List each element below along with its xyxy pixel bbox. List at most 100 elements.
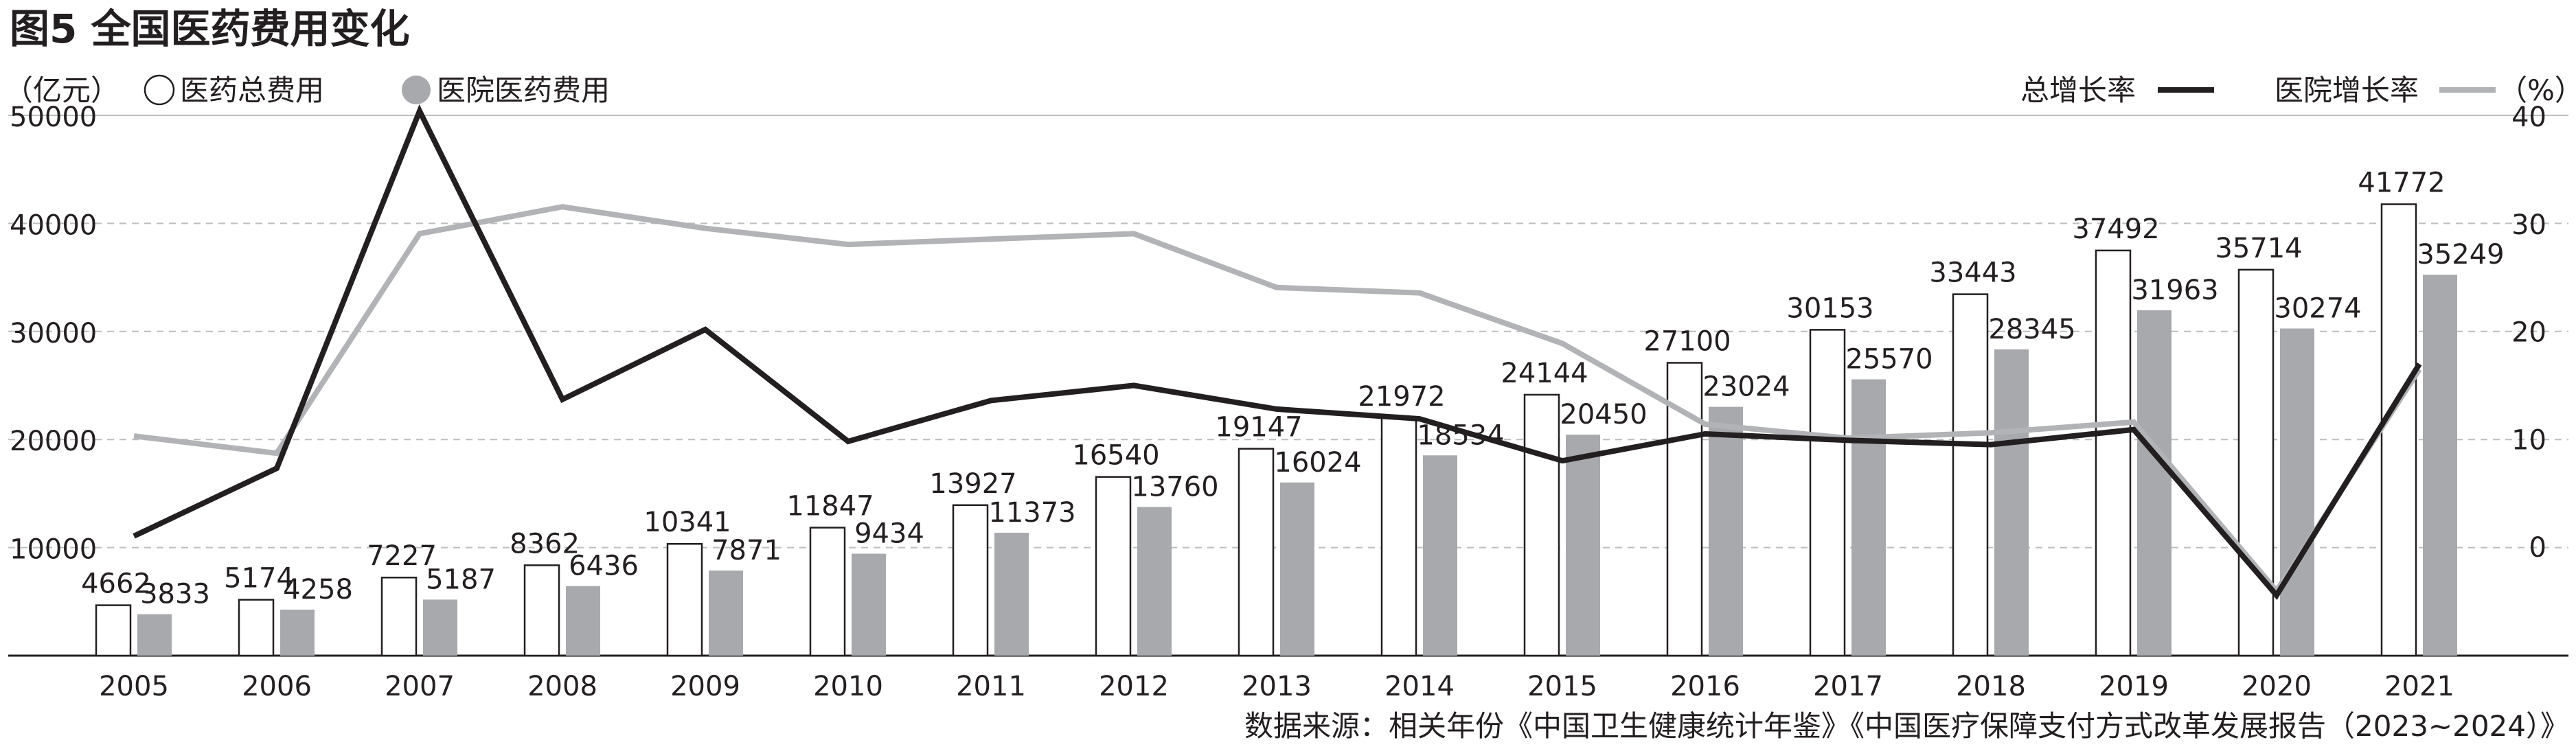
- data-label-hospital-cost: 4258: [283, 574, 353, 606]
- bar-total-cost: [809, 527, 846, 657]
- bar-total-cost: [95, 604, 132, 657]
- bar-hospital-cost: [2137, 310, 2172, 656]
- bar-total-cost: [1380, 417, 1417, 657]
- y-left-tick-label: 30000: [10, 318, 97, 349]
- data-label-total-cost: 11847: [786, 491, 874, 522]
- data-label-hospital-cost: 6436: [569, 551, 639, 582]
- source-note: 数据来源：相关年份《中国卫生健康统计年鉴》《中国医疗保障支付方式改革发展报告（2…: [1244, 709, 2569, 743]
- y-right-tick-label: 20: [2511, 317, 2546, 349]
- x-tick-label: 2006: [242, 671, 312, 702]
- bar-hospital-cost: [423, 599, 457, 656]
- data-label-hospital-cost: 5187: [426, 564, 496, 595]
- bar-hospital-cost: [1851, 379, 1886, 656]
- data-label-hospital-cost: 30274: [2274, 292, 2361, 324]
- data-label-hospital-cost: 35249: [2417, 239, 2504, 270]
- x-tick-label: 2013: [1242, 671, 1312, 702]
- data-label-hospital-cost: 25570: [1845, 344, 1933, 376]
- data-label-total-cost: 27100: [1643, 325, 1731, 357]
- y-right-tick-label: 30: [2511, 209, 2546, 241]
- bar-hospital-cost: [852, 553, 886, 656]
- bar-total-cost: [2380, 203, 2417, 657]
- data-label-total-cost: 19147: [1215, 412, 1302, 443]
- data-label-total-cost: 10341: [643, 507, 731, 538]
- legend-total-cost-swatch: [144, 74, 175, 106]
- y-left-tick-label: 10000: [10, 534, 97, 566]
- bar-hospital-cost: [2280, 328, 2314, 656]
- bar-hospital-cost: [137, 614, 172, 656]
- x-tick-label: 2020: [2242, 671, 2312, 702]
- bar-hospital-cost: [280, 609, 315, 656]
- bar-hospital-cost: [1280, 482, 1314, 656]
- data-label-total-cost: 8362: [510, 528, 580, 560]
- x-tick-label: 2007: [385, 671, 455, 702]
- data-label-total-cost: 7227: [367, 540, 437, 572]
- data-label-total-cost: 30153: [1786, 292, 1873, 324]
- x-tick-label: 2005: [99, 671, 169, 702]
- chart-title: 图5 全国医药费用变化: [10, 5, 410, 52]
- bar-total-cost: [1238, 448, 1275, 657]
- legend-hospital-cost-label: 医院医药费用: [437, 73, 610, 107]
- data-label-total-cost: 4662: [81, 568, 151, 600]
- x-tick-label: 2017: [1813, 671, 1883, 702]
- data-label-hospital-cost: 11373: [988, 497, 1075, 529]
- line-hospital-growth: [133, 204, 2422, 596]
- data-label-hospital-cost: 16024: [1274, 447, 1361, 479]
- x-tick-label: 2010: [813, 671, 883, 702]
- bar-hospital-cost: [566, 586, 600, 656]
- bar-total-cost: [2095, 249, 2132, 657]
- data-label-total-cost: 35714: [2215, 233, 2302, 264]
- right-axis-unit: （%）: [2498, 73, 2576, 107]
- x-tick-label: 2014: [1384, 671, 1455, 702]
- y-right-tick-label: 10: [2511, 424, 2546, 456]
- data-label-total-cost: 37492: [2072, 214, 2159, 245]
- x-tick-label: 2018: [1956, 671, 2026, 702]
- data-label-hospital-cost: 28345: [1988, 314, 2075, 345]
- data-label-hospital-cost: 18534: [1417, 419, 1504, 451]
- bar-hospital-cost: [1709, 406, 1743, 656]
- bar-hospital-cost: [1137, 507, 1172, 656]
- bar-total-cost: [523, 564, 560, 657]
- data-label-hospital-cost: 7871: [711, 535, 782, 566]
- line-total-growth: [133, 104, 2422, 600]
- bar-total-cost: [238, 599, 275, 657]
- bar-total-cost: [1523, 393, 1560, 657]
- data-label-hospital-cost: 23024: [1702, 371, 1790, 403]
- x-tick-label: 2016: [1670, 671, 1740, 702]
- x-tick-label: 2021: [2384, 671, 2454, 702]
- x-tick-label: 2015: [1527, 671, 1597, 702]
- data-label-total-cost: 13927: [929, 468, 1016, 500]
- data-label-hospital-cost: 9434: [854, 518, 924, 550]
- y-right-tick-label: 0: [2529, 532, 2546, 564]
- bar-hospital-cost: [1423, 455, 1457, 656]
- data-label-hospital-cost: 3833: [140, 579, 210, 610]
- axes: 10000 20000 30000 40000 50000 0 10 20 30 40 2005 20…: [10, 102, 2546, 702]
- data-label-total-cost: 21972: [1358, 381, 1445, 413]
- y-left-tick-label: 40000: [10, 209, 97, 241]
- bar-hospital-cost: [2423, 275, 2457, 656]
- bar-total-cost: [952, 504, 989, 657]
- bar-total-cost: [1809, 329, 1846, 657]
- bar-hospital-cost: [1566, 435, 1600, 656]
- bar-total-cost: [1952, 293, 1989, 657]
- data-label-total-cost: 16540: [1072, 440, 1159, 472]
- bar-total-cost: [1095, 476, 1132, 657]
- bar-hospital-cost: [1994, 349, 2029, 656]
- data-label-hospital-cost: 13760: [1131, 471, 1218, 503]
- data-label-total-cost: 24144: [1501, 358, 1588, 389]
- data-label-total-cost: 33443: [1929, 257, 2016, 289]
- legend-total-cost-label: 医药总费用: [180, 73, 324, 107]
- x-tick-label: 2012: [1099, 671, 1169, 702]
- data-label-total-cost: 5174: [224, 563, 294, 595]
- data-label-hospital-cost: 20450: [1560, 399, 1647, 430]
- data-label-hospital-cost: 31963: [2131, 275, 2218, 306]
- bar-total-cost: [380, 576, 418, 657]
- bar-total-cost: [2237, 268, 2275, 657]
- x-tick-label: 2019: [2099, 671, 2169, 702]
- legend-hospital-growth-label: 医院增长率: [2275, 73, 2419, 107]
- y-right-tick-label: 40: [2511, 102, 2546, 133]
- data-label-total-cost: 41772: [2358, 168, 2445, 199]
- legend-total-growth-label: 总增长率: [2020, 73, 2136, 107]
- y-left-tick-label: 20000: [10, 426, 97, 457]
